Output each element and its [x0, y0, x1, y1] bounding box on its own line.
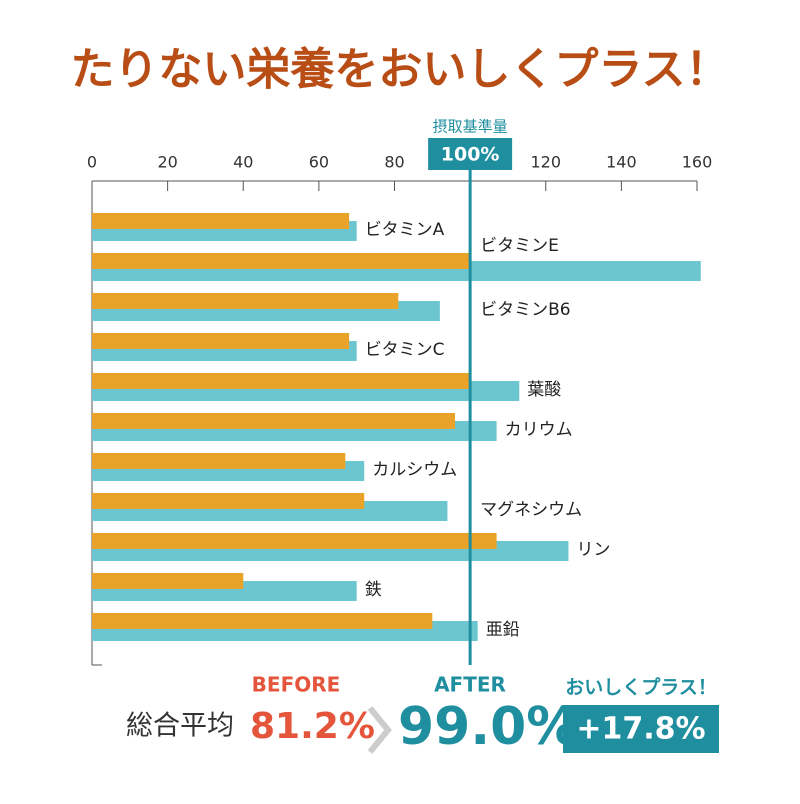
x-tick-label: 140 — [606, 153, 637, 172]
plus-label: おいしくプラス！ — [565, 676, 717, 699]
bar — [92, 333, 350, 349]
after-label: AFTER — [434, 673, 506, 697]
category-label: 亜鉛 — [486, 620, 520, 640]
bar — [92, 293, 399, 309]
bar — [92, 493, 365, 509]
category-label: リン — [576, 540, 610, 560]
category-label: 葉酸 — [527, 380, 561, 400]
bar — [92, 253, 471, 269]
category-label: ビタミンC — [365, 340, 445, 360]
x-tick-label: 80 — [384, 153, 404, 172]
category-label: ビタミンA — [365, 220, 445, 240]
category-label: カリウム — [505, 420, 573, 440]
category-label: 鉄 — [365, 580, 382, 600]
x-tick-label: 20 — [157, 153, 177, 172]
reference-box — [428, 138, 513, 170]
category-label: ビタミンE — [480, 236, 559, 256]
reference-label: 摂取基準量 — [433, 118, 508, 136]
x-tick-label: 40 — [233, 153, 253, 172]
plus-value: +17.8% — [576, 712, 705, 747]
arrow — [367, 706, 392, 754]
plus-box — [563, 705, 719, 753]
category-label: マグネシウム — [480, 500, 582, 520]
x-tick-label: 120 — [530, 153, 561, 172]
after-value: 99.0% — [398, 697, 578, 757]
before-label: BEFORE — [252, 673, 341, 697]
x-tick-label: 60 — [309, 153, 329, 172]
before-value: 81.2% — [250, 706, 375, 747]
chart-title: たりない栄養をおいしくプラス！ — [70, 44, 729, 95]
bar — [92, 533, 497, 549]
category-label: カルシウム — [372, 460, 457, 480]
bar — [92, 373, 471, 389]
plot: 020406080100120140160ビタミンAビタミンEビタミンB6ビタミ… — [87, 118, 712, 666]
bar — [92, 413, 455, 429]
bar — [92, 213, 350, 229]
reference-value: 100% — [441, 144, 500, 166]
x-tick-label: 0 — [87, 153, 97, 172]
bar — [92, 573, 244, 589]
x-tick-label: 160 — [682, 153, 713, 172]
bar — [92, 613, 433, 629]
bar — [92, 453, 346, 469]
summary-label: 総合平均 — [126, 711, 234, 742]
category-label: ビタミンB6 — [480, 300, 570, 320]
